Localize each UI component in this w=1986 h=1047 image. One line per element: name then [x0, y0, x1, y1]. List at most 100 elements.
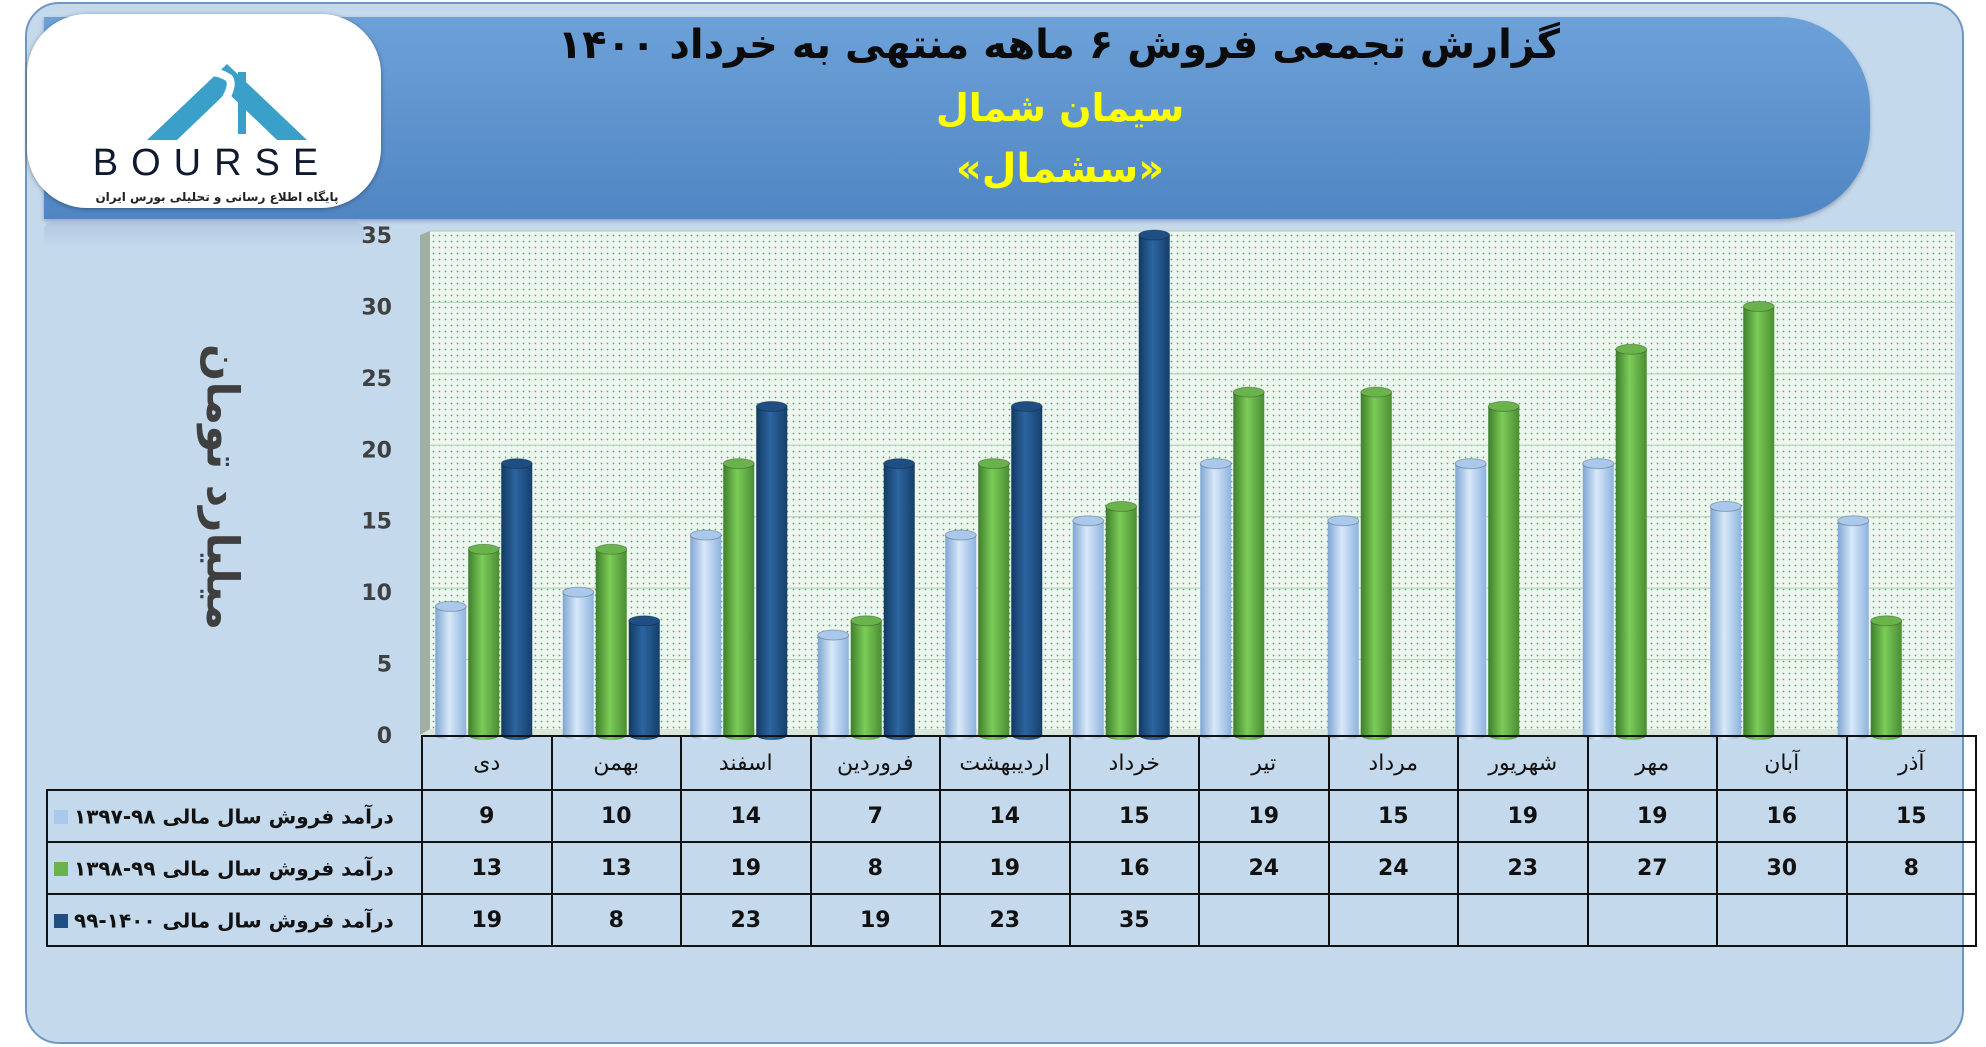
value-cell: 14: [939, 789, 1071, 843]
month-label: آذر: [1845, 735, 1977, 791]
y-tick-label: 25: [361, 367, 392, 392]
month-label: اردیبهشت: [939, 735, 1071, 791]
value-cell: 15: [1068, 789, 1200, 843]
bar: [1615, 343, 1648, 740]
legend-entry: درآمد فروش سال مالی ۹۹-۱۳۹۸: [46, 841, 423, 895]
y-tick-label: 20: [361, 438, 392, 463]
value-cell: 8: [1845, 841, 1977, 895]
legend-swatch-icon: [54, 913, 68, 928]
bar: [1232, 386, 1265, 740]
bourse-logo-icon: [147, 64, 307, 140]
bar: [977, 458, 1010, 740]
value-cell: [1845, 893, 1977, 947]
series-name: درآمد فروش سال مالی ۹۹-۱۳۹۸: [74, 856, 394, 881]
legend-entry: درآمد فروش سال مالی ۹۸-۱۳۹۷: [46, 789, 423, 843]
value-cell: 27: [1586, 841, 1718, 895]
value-cell: 19: [809, 893, 941, 947]
plot-side-wall: [420, 231, 430, 735]
plot-area: [430, 231, 1955, 731]
value-cell: 24: [1327, 841, 1459, 895]
value-cell: 8: [550, 893, 682, 947]
y-tick-label: 5: [377, 653, 392, 678]
bar: [883, 458, 916, 740]
value-cell: 10: [550, 789, 682, 843]
month-label: آبان: [1716, 735, 1848, 791]
bar: [434, 600, 467, 740]
y-tick-label: 30: [361, 295, 392, 320]
legend-swatch-icon: [54, 861, 68, 876]
bar: [1072, 515, 1105, 740]
value-cell: [1198, 893, 1330, 947]
value-cell: 16: [1068, 841, 1200, 895]
value-cell: 15: [1327, 789, 1459, 843]
bar: [1837, 515, 1870, 740]
y-tick-label: 10: [361, 581, 392, 606]
value-cell: 24: [1198, 841, 1330, 895]
value-cell: 8: [809, 841, 941, 895]
value-cell: 23: [939, 893, 1071, 947]
value-cell: 23: [680, 893, 812, 947]
data-table: دی بهمن اسفند فروردین اردیبهشت خرداد تیر مرداد ش…: [46, 735, 1977, 947]
value-cell: 19: [1198, 789, 1330, 843]
month-label: مرداد: [1327, 735, 1459, 791]
bar: [500, 458, 533, 740]
bar: [1487, 400, 1520, 740]
bar: [1010, 400, 1043, 740]
value-cell: 23: [1457, 841, 1589, 895]
value-cell: 19: [939, 841, 1071, 895]
table-corner: [47, 736, 423, 791]
logo-reflection: [44, 222, 364, 248]
bar: [1709, 500, 1742, 740]
value-cell: 19: [1586, 789, 1718, 843]
table-row: درآمد فروش سال مالی ۱۴۰۰-۹۹ 19 8 23 19 23 35: [46, 893, 1977, 947]
ticker-symbol: «سشمال»: [955, 146, 1165, 192]
month-label: مهر: [1586, 735, 1718, 791]
value-cell: 30: [1716, 841, 1848, 895]
value-cell: 35: [1068, 893, 1200, 947]
value-cell: 13: [550, 841, 682, 895]
value-cell: 14: [680, 789, 812, 843]
bar: [1199, 458, 1232, 740]
value-cell: 19: [680, 841, 812, 895]
bar: [817, 629, 850, 740]
month-label: تیر: [1198, 735, 1330, 791]
y-tick-label: 35: [361, 224, 392, 249]
legend-entry: درآمد فروش سال مالی ۱۴۰۰-۹۹: [46, 893, 423, 947]
table-row: درآمد فروش سال مالی ۹۹-۱۳۹۸ 13 13 19 8 19 16 24…: [46, 841, 1977, 895]
series-name: درآمد فروش سال مالی ۱۴۰۰-۹۹: [74, 908, 394, 933]
value-cell: 16: [1716, 789, 1848, 843]
logo-tagline: پایگاه اطلاع رسانی و تحلیلی بورس ایران: [95, 190, 339, 204]
logo: BOURSE پایگاه اطلاع رسانی و تحلیلی بورس …: [27, 14, 381, 208]
y-tick-label: 15: [361, 510, 392, 535]
logo-brand-text: BOURSE: [92, 142, 332, 184]
bar: [850, 615, 883, 740]
company-name: سیمان شمال: [935, 86, 1185, 130]
bar: [595, 543, 628, 740]
bar: [944, 529, 977, 740]
bar: [755, 400, 788, 740]
month-label: خرداد: [1068, 735, 1200, 791]
value-cell: 9: [421, 789, 553, 843]
value-cell: 15: [1845, 789, 1977, 843]
bar: [1742, 300, 1775, 740]
bar: [628, 615, 661, 740]
month-label: اسفند: [680, 735, 812, 791]
value-cell: 13: [421, 841, 553, 895]
value-cell: [1327, 893, 1459, 947]
bar: [1105, 500, 1138, 740]
bar: [562, 586, 595, 740]
month-label: فروردین: [809, 735, 941, 791]
bar: [689, 529, 722, 740]
month-label: بهمن: [550, 735, 682, 791]
table-row: درآمد فروش سال مالی ۹۸-۱۳۹۷ 9 10 14 7 14 15 19 1…: [46, 789, 1977, 843]
value-cell: [1586, 893, 1718, 947]
bar: [1582, 458, 1615, 740]
bar: [722, 458, 755, 740]
value-cell: 7: [809, 789, 941, 843]
table-header-row: دی بهمن اسفند فروردین اردیبهشت خرداد تیر مرداد ش…: [47, 735, 1977, 791]
month-label: شهریور: [1457, 735, 1589, 791]
series-name: درآمد فروش سال مالی ۹۸-۱۳۹۷: [74, 804, 394, 829]
bar: [1870, 615, 1903, 740]
value-cell: [1457, 893, 1589, 947]
